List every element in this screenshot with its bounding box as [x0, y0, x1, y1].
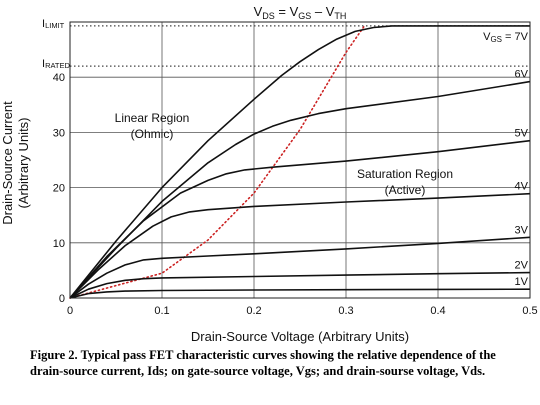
y-tick-label: 40 — [53, 72, 65, 84]
curve-1 — [69, 288, 531, 299]
y-axis-title-line1: Drain-Source Current — [0, 101, 15, 225]
curve-7 — [69, 25, 530, 299]
y-axis-title-line2: (Arbitrary Units) — [16, 117, 31, 208]
x-tick-label: 0 — [67, 305, 73, 317]
reference-label-limit: ILIMIT — [42, 18, 65, 30]
curve-label-3: 3V — [515, 224, 529, 236]
x-tick-label: 0.5 — [522, 305, 537, 317]
linear-region-label: Linear Region — [115, 111, 190, 125]
reference-lines: ILIMIT IRATED — [42, 18, 530, 70]
title-eq: = V — [275, 4, 299, 19]
curve-4 — [69, 192, 531, 299]
title-minus: – V — [311, 4, 334, 19]
linear-region-sublabel: (Ohmic) — [131, 127, 174, 141]
curve-label-1: 1V — [515, 276, 529, 288]
tick-labels: 0 0.1 0.2 0.3 0.4 0.5 0 10 20 30 40 — [53, 72, 538, 317]
y-tick-label: 30 — [53, 127, 65, 139]
curve-2 — [69, 271, 531, 299]
title-th-subscript: TH — [334, 11, 346, 21]
curve-label-6: 6V — [515, 69, 529, 81]
plot-frame — [69, 21, 531, 299]
reference-label-rated: IRATED — [42, 58, 71, 70]
curves — [69, 25, 531, 299]
curve-label-5: 5V — [515, 128, 529, 140]
x-tick-label: 0.1 — [154, 305, 169, 317]
curve-label-4: 4V — [515, 181, 529, 193]
title-gs-subscript: GS — [298, 11, 311, 21]
chart: ILIMIT IRATED 0 0.1 0.2 0.3 0.4 0.5 0 10 20 30 40 1… — [0, 4, 538, 344]
figure-caption: Figure 2. Typical pass FET characteristi… — [30, 348, 496, 378]
vds-boundary-curve — [69, 25, 366, 299]
y-tick-label: 20 — [53, 183, 65, 195]
y-tick-label: 0 — [59, 293, 65, 305]
chart-title: VDS = VGS – VTH — [254, 4, 347, 21]
x-tick-label: 0.3 — [338, 305, 353, 317]
x-axis-title: Drain-Source Voltage (Arbitrary Units) — [191, 329, 409, 344]
curve-label-7: VGS = 7V — [483, 31, 529, 44]
curve-labels: 1V 2V 3V 4V 5V 6V VGS = 7V — [483, 31, 529, 288]
curve-label-2: 2V — [515, 260, 529, 272]
y-tick-label: 10 — [53, 238, 65, 250]
x-tick-label: 0.4 — [430, 305, 445, 317]
curve-3 — [69, 236, 531, 299]
saturation-region-label: Saturation Region — [357, 167, 453, 181]
curve-5 — [69, 139, 531, 299]
grid — [70, 22, 530, 298]
saturation-region-sublabel: (Active) — [385, 183, 426, 197]
curve-6 — [69, 80, 531, 299]
title-ds-subscript: DS — [262, 11, 275, 21]
x-tick-label: 0.2 — [246, 305, 261, 317]
title-v: V — [254, 4, 263, 19]
